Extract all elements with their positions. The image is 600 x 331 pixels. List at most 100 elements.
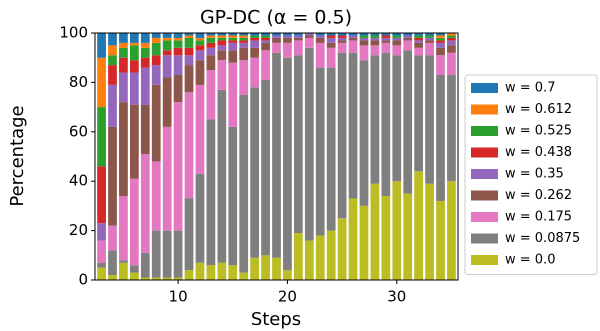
bar-segment [403,35,413,38]
bar-segment [403,33,413,36]
bar-segment [304,37,314,48]
bar-segment [108,33,117,46]
bar-segment [250,57,260,88]
bar-segment [304,240,314,280]
bar-segment [348,37,358,41]
bar-segment [337,37,347,41]
bar-segment [206,70,216,120]
bar-segment [359,40,369,46]
y-axis-label: Percentage [7,105,28,206]
bar-segment [425,37,434,41]
bar-segment [239,60,249,95]
bar-segment [261,42,270,51]
bar-segment [370,40,380,46]
legend-swatch [471,190,498,201]
bar-segment [326,33,336,36]
bar-segment [272,42,281,53]
bar-segment [173,74,183,103]
bar-segment [414,33,424,36]
bar-segment [381,196,391,280]
bar-segment [206,119,216,266]
bar-segment [97,240,106,263]
bar-segment [129,72,139,105]
bar-segment [151,55,161,66]
bar-segment [140,277,150,280]
legend-label: w = 0.7 [505,81,555,96]
bar-segment [293,40,303,56]
bar-segment [392,45,402,56]
bar-segment [436,200,445,280]
bar-segment [140,67,150,105]
bar-segment [381,52,391,197]
bar-segment [162,33,172,38]
bar-segment [195,50,205,61]
legend-swatch [471,169,498,179]
bar-segment [436,40,445,43]
bar-segment [239,37,249,41]
x-axis-label: Steps [251,309,301,330]
bar-segment [381,35,391,38]
bar-segment [337,35,347,38]
legend-swatch [471,255,498,265]
bar-segment [129,272,139,280]
bar-segment [119,33,128,43]
bar-segment [425,33,434,36]
bar-segment [228,62,238,127]
bar-segment [359,45,369,61]
bar-segment [108,65,117,85]
bar-segment [337,40,347,43]
bar-segment [151,84,161,162]
bar-segment [392,181,402,280]
bar-segment [151,33,161,38]
bar-segment [239,272,249,280]
bar-segment [217,33,227,36]
bar-segment [97,107,106,167]
bar-segment [195,60,205,85]
bar-segment [129,45,139,61]
bar-segment [108,275,117,280]
bar-segment [392,40,402,46]
bar-segment [425,35,434,38]
bar-segment [162,55,172,78]
legend-box [464,74,598,275]
bar-segment [403,193,413,280]
bar-segment [348,33,358,36]
bar-segment [129,178,139,266]
bar-segment [403,37,413,41]
y-tick-label: 20 [69,221,88,239]
bar-segment [403,40,413,51]
y-tick-label: 0 [78,271,88,289]
bar-segment [436,47,445,56]
bar-segment [370,55,380,184]
bar-segment [261,255,270,280]
bar-segment [206,42,216,48]
bar-segment [370,45,380,56]
bar-segment [239,94,249,273]
bar-segment [97,166,106,224]
bar-segment [217,45,227,51]
bar-segment [304,35,314,38]
bar-segment [283,270,292,280]
bar-segment [447,181,456,280]
bar-segment [414,47,424,56]
bar-segment [217,262,227,280]
bar-segment [162,126,172,231]
bar-segment [414,171,424,280]
bar-segment [250,257,260,280]
bar-segment [162,50,172,56]
bar-segment [293,33,303,36]
bar-segment [97,57,106,108]
bar-segment [206,37,216,43]
bar-segment [381,40,391,43]
bar-segment [217,40,227,46]
bar-segment [425,55,434,184]
legend-label: w = 0.438 [505,145,572,160]
bar-segment [239,35,249,38]
legend-label: w = 0.175 [505,210,572,225]
bar-segment [217,37,227,41]
bar-segment [447,45,456,53]
legend-label: w = 0.525 [505,124,572,139]
bar-segment [359,60,369,206]
bar-segment [283,57,292,271]
bar-segment [414,42,424,48]
